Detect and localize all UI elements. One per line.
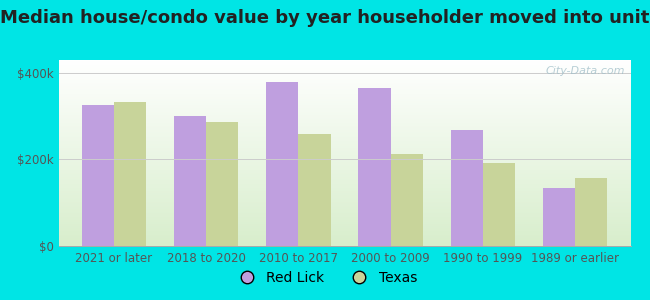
Bar bbox=[174, 116, 206, 246]
Bar bbox=[206, 122, 239, 246]
Bar bbox=[266, 82, 298, 246]
Bar bbox=[114, 102, 146, 246]
Legend: Red Lick, Texas: Red Lick, Texas bbox=[227, 265, 422, 290]
Bar bbox=[543, 188, 575, 246]
Bar bbox=[483, 163, 515, 246]
Text: City-Data.com: City-Data.com bbox=[545, 66, 625, 76]
Bar bbox=[298, 134, 331, 246]
Bar bbox=[81, 105, 114, 246]
Bar bbox=[358, 88, 391, 246]
Text: Median house/condo value by year householder moved into unit: Median house/condo value by year househo… bbox=[0, 9, 650, 27]
Bar bbox=[575, 178, 608, 246]
Bar bbox=[391, 154, 423, 246]
Bar bbox=[450, 130, 483, 246]
